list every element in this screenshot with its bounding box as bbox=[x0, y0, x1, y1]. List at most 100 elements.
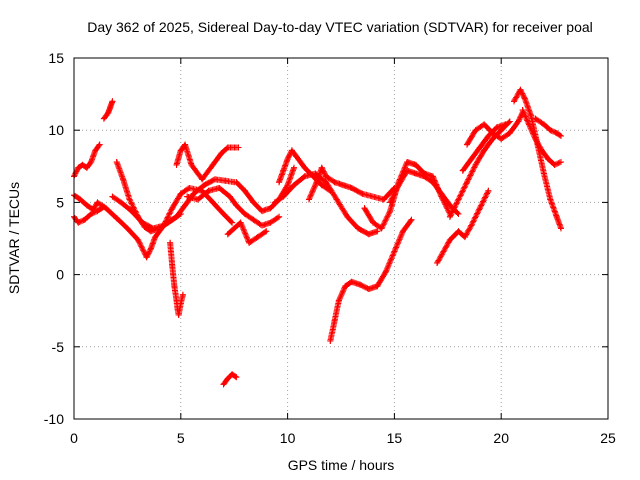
data-point bbox=[412, 170, 419, 177]
data-point bbox=[113, 158, 120, 165]
data-point bbox=[224, 231, 231, 238]
data-point bbox=[88, 210, 95, 217]
data-point bbox=[288, 147, 295, 154]
data-point bbox=[446, 236, 453, 243]
data-point bbox=[199, 176, 206, 183]
data-point bbox=[171, 283, 178, 290]
data-point bbox=[553, 130, 560, 137]
data-point bbox=[323, 173, 330, 180]
data-point bbox=[276, 213, 283, 220]
data-series-track-b bbox=[71, 141, 103, 180]
data-point bbox=[175, 312, 182, 319]
data-point bbox=[340, 182, 347, 189]
data-point bbox=[429, 179, 436, 186]
data-point bbox=[446, 202, 453, 209]
data-point bbox=[184, 193, 191, 200]
data-point bbox=[312, 182, 319, 189]
data-point bbox=[229, 371, 236, 378]
data-point bbox=[515, 118, 522, 125]
data-point bbox=[511, 98, 518, 105]
data-point bbox=[365, 231, 372, 238]
data-series-track-v bbox=[464, 109, 526, 148]
data-point bbox=[271, 199, 278, 206]
chart-title: Day 362 of 2025, Sidereal Day-to-day VTE… bbox=[87, 19, 593, 35]
data-point bbox=[105, 109, 112, 116]
data-point bbox=[83, 164, 90, 171]
data-point bbox=[342, 283, 349, 290]
data-point bbox=[476, 205, 483, 212]
data-point bbox=[209, 199, 216, 206]
data-point bbox=[107, 104, 114, 111]
data-point bbox=[327, 338, 334, 345]
data-point bbox=[348, 278, 355, 285]
data-point bbox=[318, 182, 325, 189]
data-point bbox=[77, 196, 84, 203]
data-point bbox=[174, 306, 181, 313]
data-point bbox=[528, 112, 535, 119]
data-series-track-y bbox=[532, 115, 565, 139]
data-point bbox=[374, 228, 381, 235]
data-point bbox=[276, 179, 283, 186]
data-series-track-r bbox=[387, 167, 462, 217]
data-point bbox=[333, 196, 340, 203]
y-tick-label: -5 bbox=[52, 339, 65, 355]
data-point bbox=[139, 219, 146, 226]
data-point bbox=[258, 208, 265, 215]
data-point bbox=[489, 135, 496, 142]
data-point bbox=[250, 216, 257, 223]
data-point bbox=[472, 127, 479, 134]
data-point bbox=[280, 193, 287, 200]
data-point bbox=[83, 202, 90, 209]
data-point bbox=[361, 205, 368, 212]
data-point bbox=[92, 147, 99, 154]
data-point bbox=[254, 234, 261, 241]
data-point bbox=[521, 95, 528, 102]
data-point bbox=[75, 164, 82, 171]
x-tick-label: 15 bbox=[387, 430, 403, 446]
data-point bbox=[532, 115, 539, 122]
data-point bbox=[117, 199, 124, 206]
data-point bbox=[404, 167, 411, 174]
data-point bbox=[150, 225, 157, 232]
data-point bbox=[446, 213, 453, 220]
data-series-track-w bbox=[511, 86, 565, 232]
data-point bbox=[169, 205, 176, 212]
tick-layer: 0 5 10 15 20 25 -10 -5 0 5 10 15 bbox=[44, 50, 616, 446]
data-point bbox=[408, 216, 415, 223]
y-axis-label: SDTVAR / TECUs bbox=[6, 182, 22, 294]
data-point bbox=[301, 164, 308, 171]
data-point bbox=[387, 208, 394, 215]
y-tick-label: 0 bbox=[56, 267, 64, 283]
data-point bbox=[540, 170, 547, 177]
data-point bbox=[186, 184, 193, 191]
data-point bbox=[233, 202, 240, 209]
data-point bbox=[179, 291, 186, 298]
data-point bbox=[429, 173, 436, 180]
data-point bbox=[173, 161, 180, 168]
data-point bbox=[216, 184, 223, 191]
data-point bbox=[382, 268, 389, 275]
data-point bbox=[284, 182, 291, 189]
data-point bbox=[502, 121, 509, 128]
data-series-track-d bbox=[100, 98, 116, 122]
data-point bbox=[498, 127, 505, 134]
data-point bbox=[194, 196, 201, 203]
data-point bbox=[124, 225, 131, 232]
data-point bbox=[468, 222, 475, 229]
data-point bbox=[378, 225, 385, 232]
x-tick-label: 5 bbox=[177, 430, 185, 446]
data-point bbox=[551, 161, 558, 168]
data-series-track-m bbox=[276, 147, 334, 194]
data-point bbox=[79, 161, 86, 168]
data-series-track-k bbox=[224, 219, 270, 246]
data-point bbox=[109, 193, 116, 200]
data-point bbox=[120, 176, 127, 183]
data-point bbox=[517, 86, 524, 93]
data-point bbox=[387, 199, 394, 206]
data-series-track-i bbox=[184, 184, 283, 229]
x-tick-label: 10 bbox=[280, 430, 296, 446]
data-point bbox=[88, 158, 95, 165]
data-point bbox=[220, 210, 227, 217]
y-tick-label: 10 bbox=[48, 122, 64, 138]
